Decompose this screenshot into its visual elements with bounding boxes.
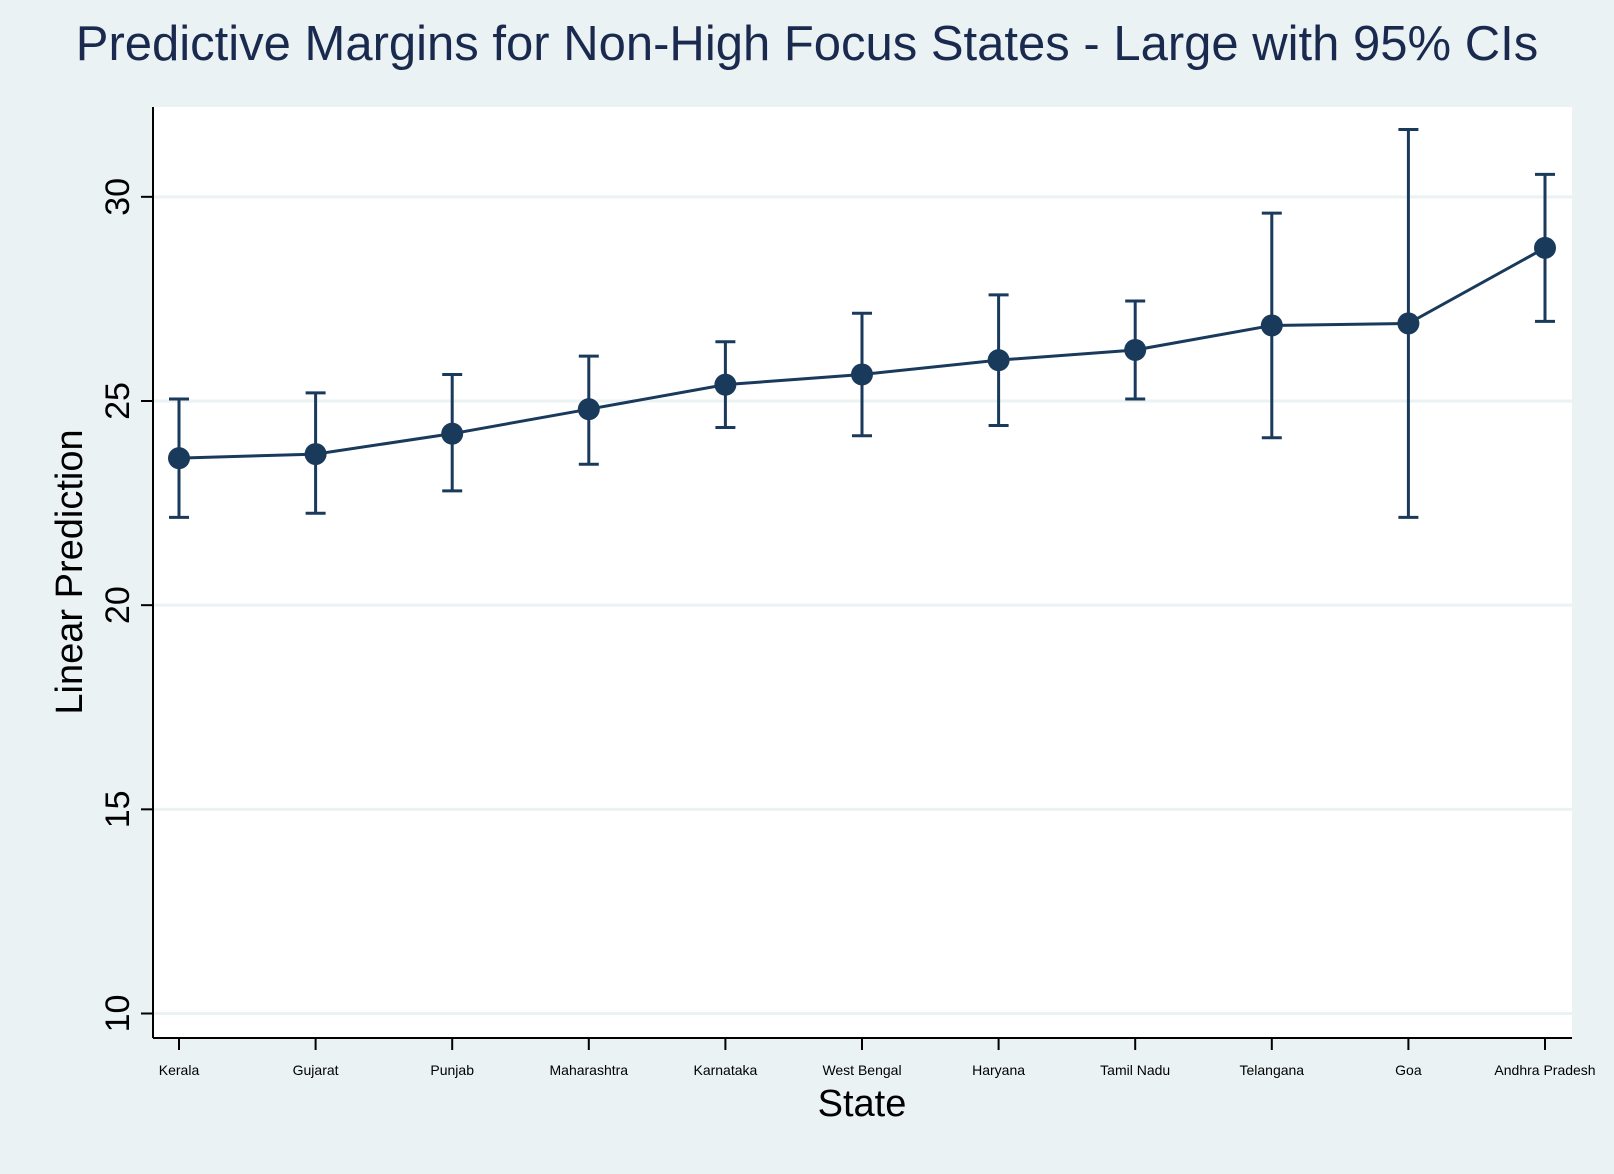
x-tick-label: Andhra Pradesh xyxy=(1494,1062,1595,1078)
data-point xyxy=(987,349,1010,372)
x-tick-label: Tamil Nadu xyxy=(1100,1062,1170,1078)
x-tick-label: Kerala xyxy=(159,1062,200,1078)
y-axis-ticks: 10 15 20 25 30 xyxy=(99,178,153,1032)
data-point xyxy=(304,443,327,466)
y-tick-label: 10 xyxy=(99,995,137,1033)
data-point xyxy=(1260,314,1283,337)
data-point xyxy=(168,447,190,470)
x-axis-ticks: Kerala Gujarat Punjab Maharashtra Karnataka W… xyxy=(159,1038,1596,1078)
data-point xyxy=(1124,338,1147,361)
x-tick-label: Punjab xyxy=(430,1062,474,1078)
chart-title: Predictive Margins for Non-High Focus St… xyxy=(76,17,1538,71)
data-point xyxy=(441,422,464,445)
y-axis-title: Linear Prediction xyxy=(49,429,91,714)
data-point xyxy=(714,373,737,396)
y-tick-label: 25 xyxy=(99,382,137,420)
series-marks xyxy=(168,127,1556,519)
x-tick-label: Telangana xyxy=(1239,1062,1304,1078)
x-tick-label: Karnataka xyxy=(693,1062,757,1078)
x-tick-label: West Bengal xyxy=(822,1062,901,1078)
x-tick-label: Haryana xyxy=(972,1062,1025,1078)
grid-lines xyxy=(153,195,1572,1015)
x-tick-label: Maharashtra xyxy=(550,1062,629,1078)
x-axis-title: State xyxy=(818,1083,907,1125)
data-point xyxy=(577,398,600,421)
y-tick-label: 20 xyxy=(99,586,137,624)
x-tick-label: Goa xyxy=(1395,1062,1422,1078)
data-point xyxy=(1534,236,1556,259)
y-tick-label: 30 xyxy=(99,178,137,216)
data-point xyxy=(1397,312,1420,335)
data-point xyxy=(851,363,873,386)
plot-area xyxy=(153,107,1572,1038)
x-tick-label: Gujarat xyxy=(293,1062,339,1078)
y-tick-label: 15 xyxy=(99,790,137,828)
